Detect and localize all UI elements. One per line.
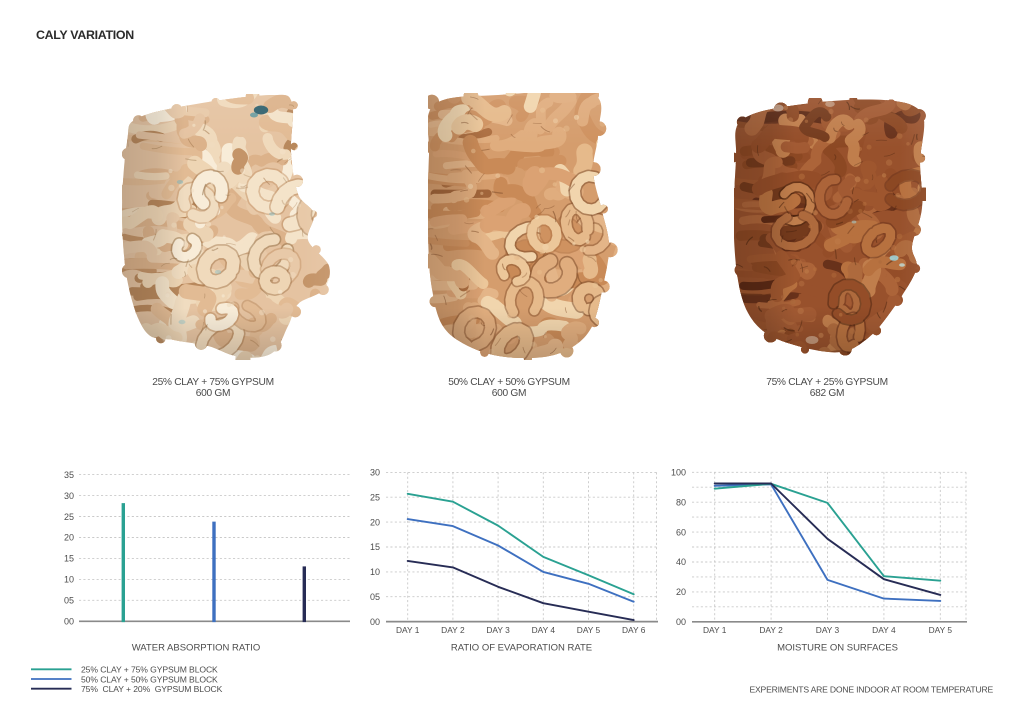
svg-text:RATIO OF EVAPORATION RATE: RATIO OF EVAPORATION RATE xyxy=(451,643,592,654)
svg-text:30: 30 xyxy=(64,491,74,501)
svg-text:DAY 4: DAY 4 xyxy=(532,625,556,635)
svg-text:10: 10 xyxy=(370,567,380,577)
svg-text:00: 00 xyxy=(370,617,380,627)
svg-text:DAY 5: DAY 5 xyxy=(577,625,601,635)
svg-text:20: 20 xyxy=(64,533,74,543)
svg-text:DAY 1: DAY 1 xyxy=(703,625,727,635)
svg-text:DAY 1: DAY 1 xyxy=(396,625,420,635)
svg-text:DAY 5: DAY 5 xyxy=(929,625,953,635)
svg-text:05: 05 xyxy=(64,596,74,606)
svg-text:50% CLAY + 50% GYPSUM BLOCK: 50% CLAY + 50% GYPSUM BLOCK xyxy=(81,674,218,684)
svg-text:00: 00 xyxy=(64,617,74,627)
svg-text:40: 40 xyxy=(676,557,686,567)
svg-text:MOISTURE ON SURFACES: MOISTURE ON SURFACES xyxy=(777,643,898,654)
svg-text:EXPERIMENTS ARE DONE INDOOR AT: EXPERIMENTS ARE DONE INDOOR AT ROOM TEMP… xyxy=(749,685,993,695)
svg-text:DAY 3: DAY 3 xyxy=(816,625,840,635)
svg-text:DAY 4: DAY 4 xyxy=(872,625,896,635)
svg-text:80: 80 xyxy=(676,497,686,507)
svg-text:DAY 3: DAY 3 xyxy=(486,625,510,635)
svg-text:25: 25 xyxy=(370,492,380,502)
svg-text:30: 30 xyxy=(370,468,380,478)
svg-text:DAY 2: DAY 2 xyxy=(441,625,465,635)
svg-text:60: 60 xyxy=(676,527,686,537)
svg-text:DAY 6: DAY 6 xyxy=(622,625,646,635)
svg-text:25% CLAY + 75% GYPSUM BLOCK: 25% CLAY + 75% GYPSUM BLOCK xyxy=(81,665,218,675)
svg-text:DAY 2: DAY 2 xyxy=(759,625,783,635)
svg-text:35: 35 xyxy=(64,470,74,480)
svg-text:75% CLAY + 20% GYPSUM BLOCK: 75% CLAY + 20% GYPSUM BLOCK xyxy=(81,684,223,694)
svg-text:10: 10 xyxy=(64,575,74,585)
svg-text:WATER ABSORPTION RATIO: WATER ABSORPTION RATIO xyxy=(132,643,261,654)
svg-text:20: 20 xyxy=(676,587,686,597)
svg-text:05: 05 xyxy=(370,592,380,602)
svg-text:15: 15 xyxy=(370,542,380,552)
svg-text:15: 15 xyxy=(64,554,74,564)
svg-text:20: 20 xyxy=(370,517,380,527)
svg-text:100: 100 xyxy=(671,468,686,478)
svg-text:00: 00 xyxy=(676,617,686,627)
svg-text:25: 25 xyxy=(64,512,74,522)
